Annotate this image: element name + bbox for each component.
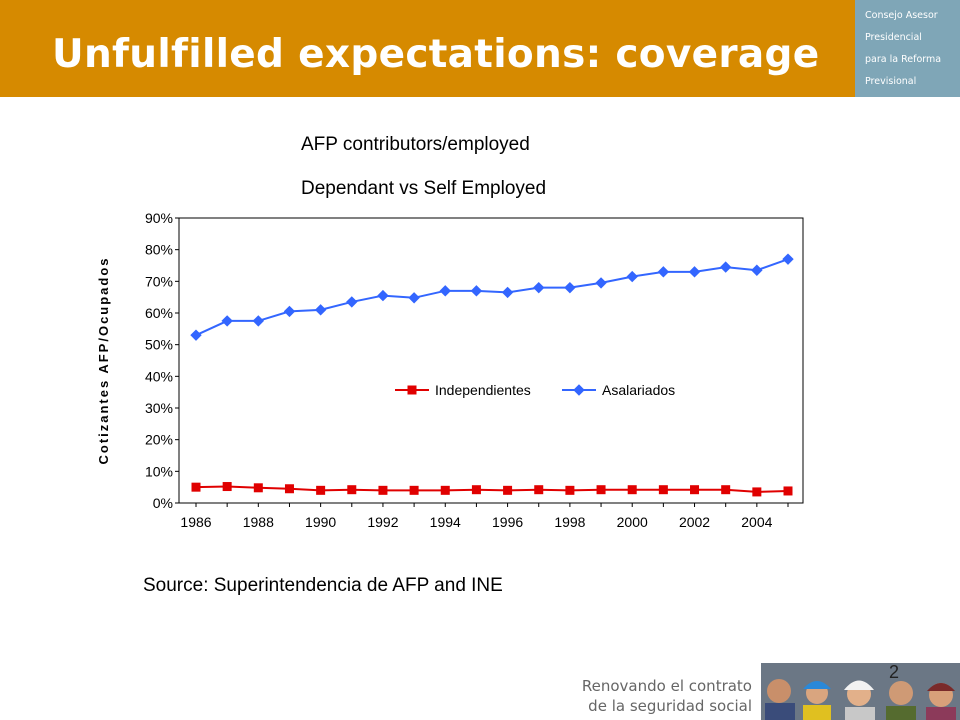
data-point <box>627 485 637 495</box>
data-point <box>690 485 700 495</box>
data-point <box>658 485 668 495</box>
y-tick-label: 80% <box>145 242 173 258</box>
y-tick-label: 90% <box>145 210 173 226</box>
line-chart: 0% 10% 20% 30% 40% 50% 60% 70% 80% 90% 1986 1988 199… <box>96 210 804 530</box>
x-tick-label: 1996 <box>492 514 523 530</box>
footer-tagline-line1: Renovando el contrato <box>581 677 752 695</box>
x-tick-label: 2000 <box>617 514 648 530</box>
data-point <box>501 286 514 299</box>
y-tick-label: 30% <box>145 400 173 416</box>
brand-box: Consejo Asesor Presidencial para la Refo… <box>855 0 960 97</box>
plot-area <box>178 217 804 504</box>
title-bar: Unfulfilled expectations: coverage <box>0 0 855 97</box>
data-point <box>316 485 326 495</box>
data-point <box>284 484 294 494</box>
data-point <box>782 253 794 265</box>
data-point <box>595 277 607 289</box>
data-point <box>191 482 201 492</box>
y-tick-label: 0% <box>153 495 173 511</box>
data-point <box>283 305 296 318</box>
data-point <box>314 304 327 316</box>
chart-subtitle-2: Dependant vs Self Employed <box>301 178 547 199</box>
data-point <box>439 285 451 297</box>
source-note: Source: Superintendencia de AFP and INE <box>143 575 503 596</box>
x-tick-label: 2002 <box>679 514 710 530</box>
y-tick-label: 50% <box>145 337 173 353</box>
y-tick-label: 20% <box>145 432 173 448</box>
people-photo-illustration <box>761 663 960 720</box>
data-point <box>471 485 481 495</box>
page-number: 2 <box>889 662 900 682</box>
x-tick-label: 1990 <box>305 514 336 530</box>
footer-photo-strip <box>761 663 960 720</box>
data-point <box>440 485 450 495</box>
y-tick-label: 10% <box>145 463 173 479</box>
data-point <box>346 296 358 308</box>
data-point <box>533 281 545 294</box>
data-point <box>409 485 419 495</box>
y-tick-label: 60% <box>145 305 173 321</box>
data-point <box>408 292 420 304</box>
series-line <box>195 485 789 493</box>
data-point <box>407 385 417 395</box>
brand-line: Presidencial <box>865 32 922 43</box>
x-tick-label: 1986 <box>180 514 211 530</box>
data-point <box>573 384 585 396</box>
data-point <box>751 264 763 276</box>
footer-tagline-line2: de la seguridad social <box>588 697 752 715</box>
data-point <box>688 266 701 278</box>
x-tick-label: 2004 <box>741 514 772 530</box>
x-tick-label: 1998 <box>554 514 585 530</box>
data-point <box>721 485 731 495</box>
data-point <box>719 261 732 273</box>
y-axis-title: Cotizantes AFP/Ocupados <box>96 256 111 464</box>
slide-title: Unfulfilled expectations: coverage <box>52 32 820 77</box>
data-point <box>252 315 265 327</box>
x-tick-label: 1994 <box>430 514 461 530</box>
data-point <box>752 487 762 497</box>
brand-line: Consejo Asesor <box>865 10 938 21</box>
data-point <box>377 289 389 302</box>
brand-line: para la Reforma <box>865 54 942 65</box>
data-point <box>657 266 670 278</box>
data-point <box>564 281 576 294</box>
data-point <box>470 285 483 297</box>
x-tick-label: 1992 <box>367 514 398 530</box>
data-point <box>222 482 232 492</box>
data-point <box>534 485 544 495</box>
x-tick-label: 1988 <box>243 514 274 530</box>
data-point <box>347 485 357 495</box>
chart-subtitle-1: AFP contributors/employed <box>301 134 530 155</box>
legend-label: Independientes <box>435 382 531 398</box>
data-point <box>626 270 638 283</box>
data-point <box>221 315 233 327</box>
data-point <box>565 485 575 495</box>
data-point <box>503 485 513 495</box>
data-point <box>253 483 263 493</box>
y-tick-label: 40% <box>145 368 173 384</box>
y-tick-label: 70% <box>145 273 173 289</box>
data-point <box>783 486 793 496</box>
legend-label: Asalariados <box>602 382 675 398</box>
data-point <box>378 485 388 495</box>
data-point <box>596 485 606 495</box>
data-point <box>190 329 202 341</box>
brand-line: Previsional <box>865 76 917 87</box>
